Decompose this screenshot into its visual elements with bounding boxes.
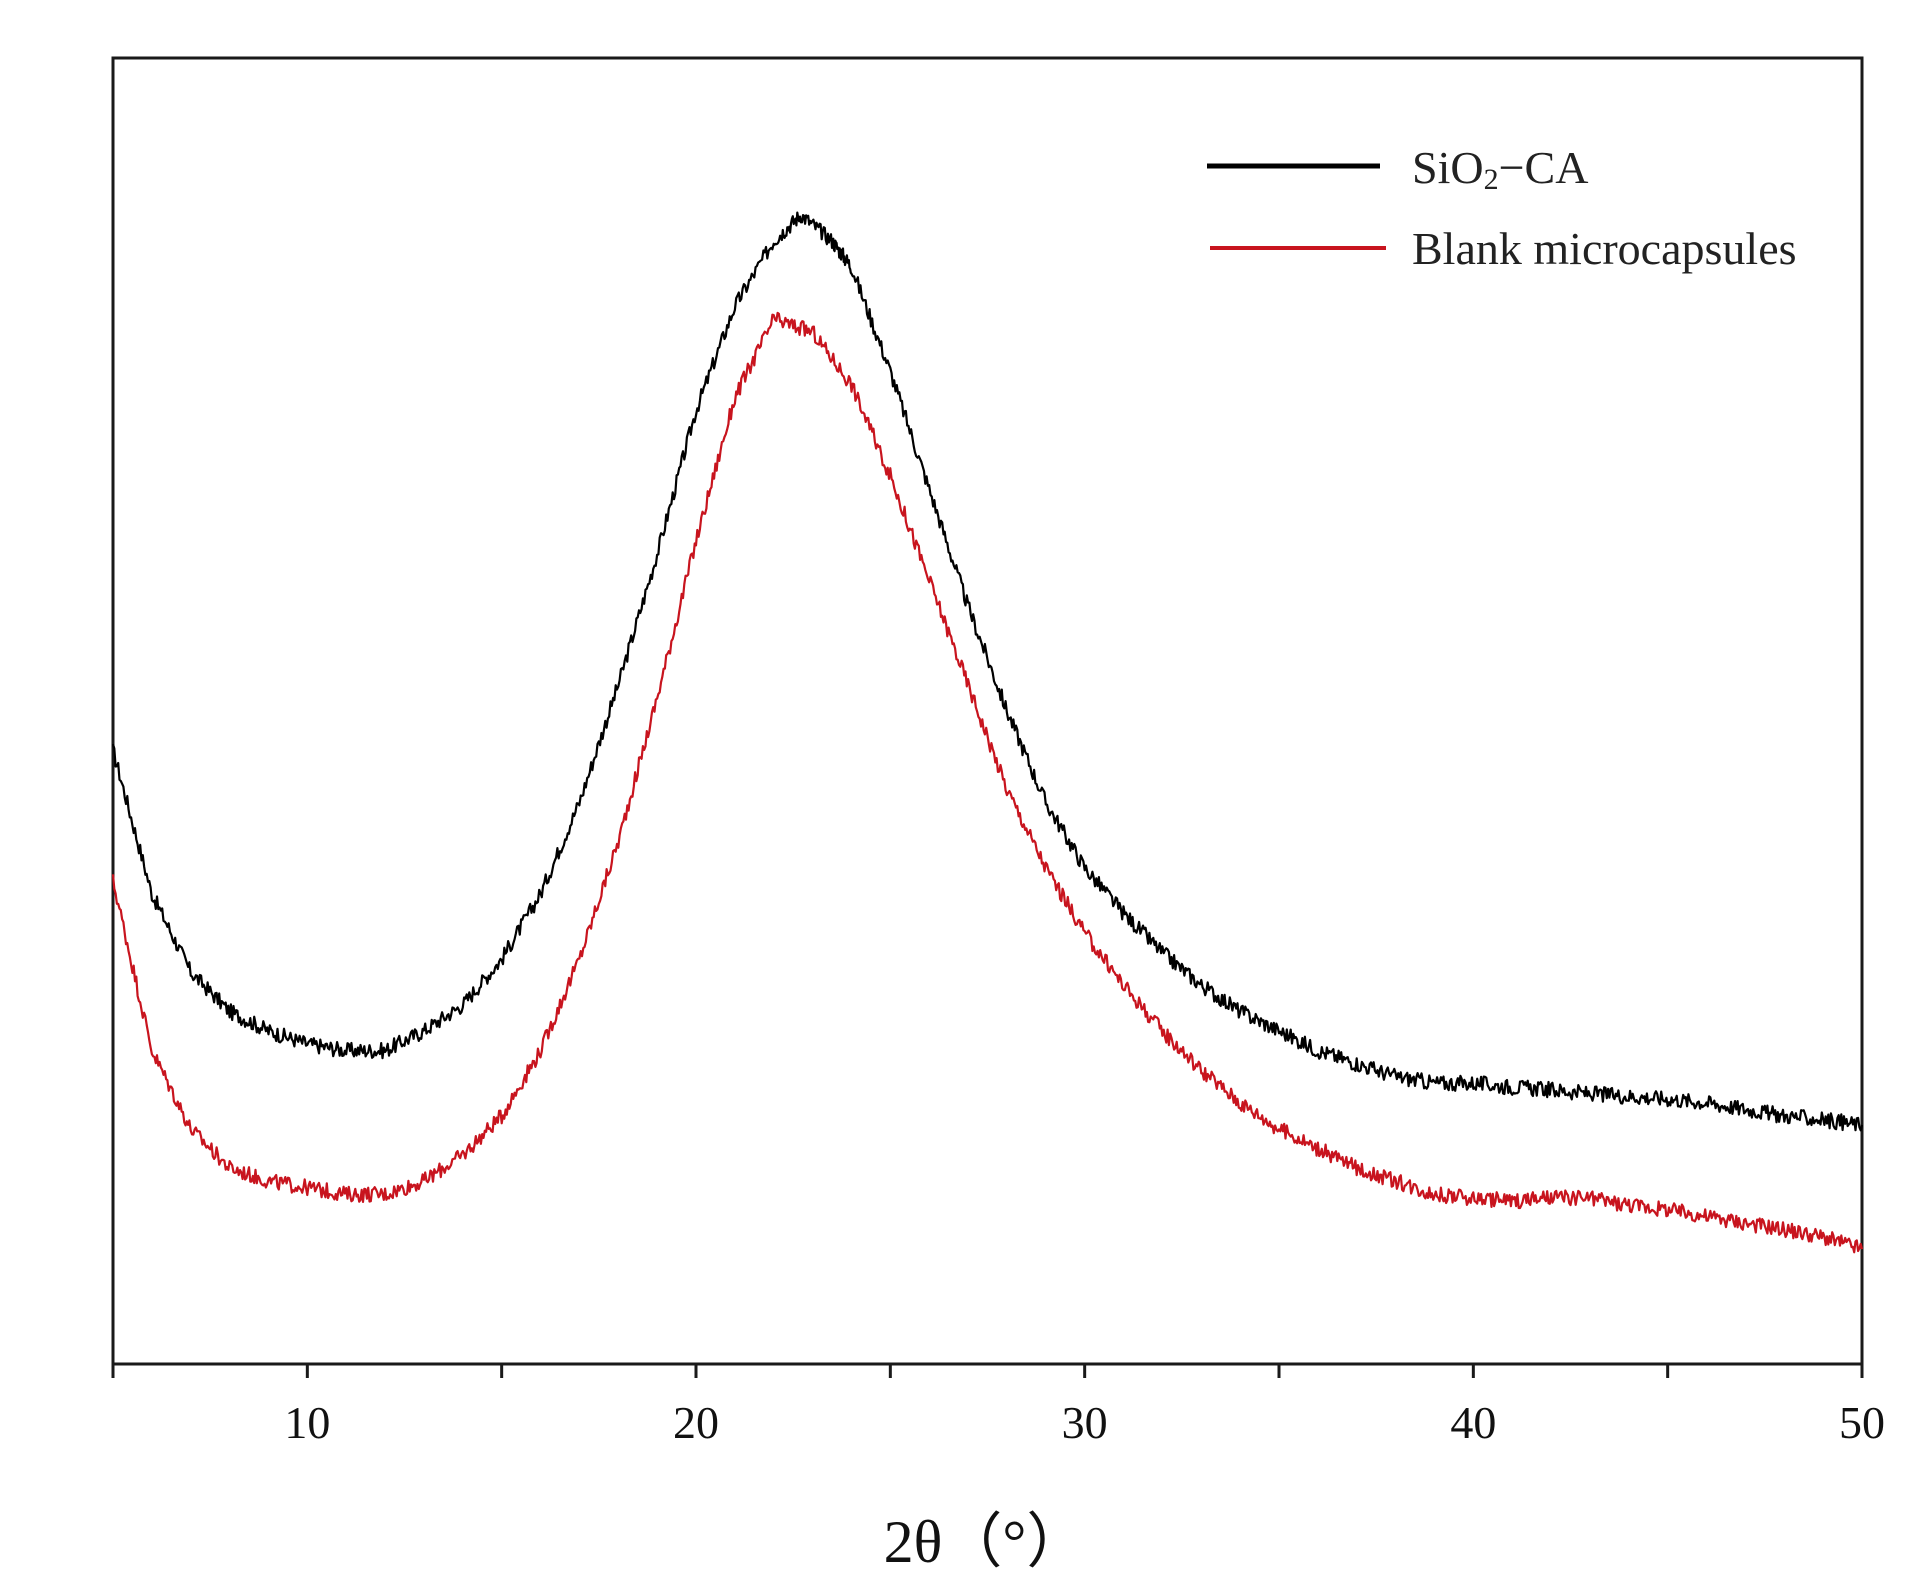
legend-label-blank-microcapsules: Blank microcapsules	[1412, 223, 1797, 274]
legend: SiO2−CA Blank microcapsules	[1207, 142, 1797, 274]
series-line-sio2-ca	[111, 211, 1864, 1132]
x-tick-label: 20	[673, 1397, 719, 1448]
x-axis-title: 2θ（°）	[884, 1509, 1087, 1575]
series-line-blank-microcapsules	[111, 311, 1864, 1254]
legend-label-sio2-ca: SiO2−CA	[1412, 142, 1588, 196]
x-tick-label: 50	[1839, 1397, 1885, 1448]
plot-frame	[111, 56, 1864, 1366]
legend-label-subscript: 2	[1484, 163, 1499, 196]
x-tick-label: 10	[284, 1397, 330, 1448]
legend-label-tail: −CA	[1499, 142, 1589, 193]
x-tick-label: 40	[1450, 1397, 1496, 1448]
x-axis-ticks: 10 20 30 40 50	[111, 1364, 1885, 1448]
x-tick-label: 30	[1062, 1397, 1108, 1448]
series-layer	[111, 211, 1864, 1254]
legend-label-main: SiO	[1412, 142, 1484, 193]
